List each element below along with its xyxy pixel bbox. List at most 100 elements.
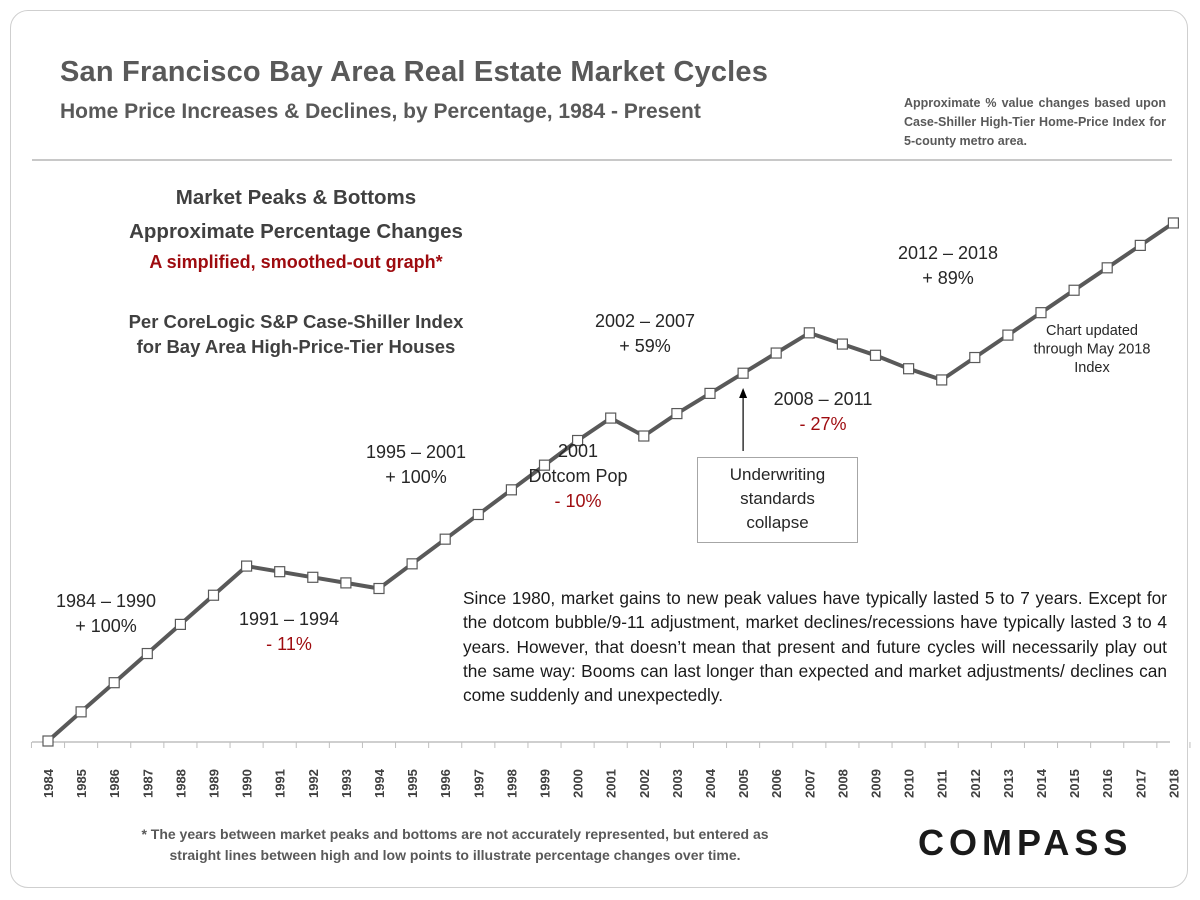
data-point [803, 327, 815, 339]
panel-source-line1: Per CoreLogic S&P Case-Shiller Index [128, 311, 464, 332]
data-point [42, 735, 54, 747]
x-tick-label: 2016 [1100, 769, 1115, 798]
footnote: * The years between market peaks and bot… [60, 824, 850, 866]
x-tick-label: 1997 [471, 769, 486, 798]
data-point [571, 434, 584, 447]
footnote-line2: straight lines between high and low poin… [169, 847, 741, 863]
x-tick-label: 2009 [869, 769, 884, 798]
data-point [1068, 284, 1080, 296]
data-point [472, 508, 484, 521]
data-point [902, 363, 915, 375]
data-point [1101, 262, 1113, 274]
x-tick-label: 1985 [74, 769, 89, 798]
x-tick-label: 2015 [1067, 769, 1082, 798]
data-point [605, 412, 617, 424]
data-point [1167, 217, 1180, 229]
data-point [274, 566, 286, 578]
update-note-line: Chart updated [1046, 323, 1138, 339]
data-point [75, 706, 87, 718]
period-label: 1991 – 1994 [239, 609, 339, 629]
x-tick-label: 2017 [1133, 769, 1148, 798]
x-tick-label: 2018 [1166, 769, 1181, 798]
data-point [340, 577, 352, 589]
data-point [770, 347, 782, 359]
x-tick-label: 1994 [372, 768, 387, 798]
header-divider [32, 159, 1172, 161]
x-tick-label: 1991 [273, 769, 288, 798]
x-tick-label: 1992 [306, 769, 321, 798]
data-point [108, 677, 120, 689]
x-tick-label: 2012 [968, 769, 983, 798]
data-point [1002, 329, 1014, 341]
data-point [704, 387, 716, 400]
x-tick-label: 1987 [140, 769, 155, 798]
x-tick-label: 2000 [571, 769, 586, 798]
gain-percent: + 59% [619, 336, 671, 356]
callout-arrow-head [739, 388, 748, 398]
x-tick-label: 2014 [1034, 768, 1049, 798]
gain-percent: + 100% [75, 616, 137, 636]
source-note: Approximate % value changes based upon C… [904, 96, 1166, 148]
period-label: 1984 – 1990 [56, 591, 156, 611]
commentary-text: Since 1980, market gains to new peak val… [463, 588, 1167, 706]
gain-percent: + 89% [922, 268, 974, 288]
data-point [969, 351, 981, 364]
data-point [869, 349, 882, 361]
data-point [307, 571, 319, 583]
data-point [671, 407, 683, 420]
x-tick-label: 1993 [339, 769, 354, 798]
update-note-line: Index [1074, 360, 1110, 376]
x-tick-label: 1984 [41, 768, 56, 798]
x-tick-label: 2011 [935, 770, 950, 798]
x-tick-label: 2006 [769, 769, 784, 798]
data-point [373, 582, 385, 595]
period-sublabel: Dotcom Pop [528, 466, 627, 486]
footnote-line1: * The years between market peaks and bot… [141, 826, 769, 842]
period-label: 2001 [558, 441, 598, 461]
data-point [174, 618, 186, 630]
decline-percent: - 10% [554, 491, 601, 511]
decline-percent: - 27% [799, 414, 846, 434]
data-point [538, 459, 551, 471]
x-tick-label: 1990 [240, 769, 255, 798]
chart-subtitle: Home Price Increases & Declines, by Perc… [60, 100, 701, 123]
panel-source: Per CoreLogic S&P Case-Shiller Index for… [86, 309, 506, 359]
panel-disclaimer: A simplified, smoothed-out graph* [149, 252, 443, 272]
callout-line3: collapse [746, 513, 809, 532]
data-point [1134, 239, 1146, 251]
x-tick-label: 2005 [736, 769, 751, 798]
data-point [207, 589, 220, 601]
x-tick-label: 1986 [107, 769, 122, 798]
data-point [638, 430, 650, 442]
callout-line2: standards [740, 489, 815, 508]
period-label: 2008 – 2011 [774, 389, 873, 409]
x-tick-label: 1989 [207, 769, 222, 798]
data-point [141, 647, 153, 660]
data-point [406, 558, 418, 570]
x-tick-label: 2013 [1001, 769, 1016, 798]
x-tick-label: 1995 [405, 769, 420, 798]
period-label: 2002 – 2007 [595, 311, 695, 331]
x-tick-label: 1988 [173, 769, 188, 798]
data-point [1035, 307, 1047, 319]
x-tick-label: 2010 [902, 769, 917, 798]
data-point [737, 367, 749, 379]
underwriting-callout: Underwriting standards collapse [697, 457, 858, 543]
data-point [936, 374, 948, 386]
x-tick-label: 2007 [802, 769, 817, 798]
x-tick-label: 1998 [504, 769, 519, 798]
panel-subtitle: Approximate Percentage Changes [129, 220, 463, 243]
period-label: 1995 – 2001 [366, 442, 466, 462]
data-point [505, 484, 517, 496]
x-tick-label: 2003 [670, 769, 685, 798]
data-point [241, 560, 253, 572]
panel-title: Market Peaks & Bottoms [175, 186, 417, 209]
compass-logo: COMPASS [918, 822, 1133, 863]
gain-percent: + 100% [385, 467, 447, 487]
period-label: 2012 – 2018 [898, 243, 998, 263]
update-note-line: through May 2018 [1034, 342, 1151, 358]
x-tick-label: 1996 [438, 769, 453, 798]
x-tick-label: 2001 [604, 769, 619, 798]
panel-source-line2: for Bay Area High-Price-Tier Houses [136, 336, 456, 357]
